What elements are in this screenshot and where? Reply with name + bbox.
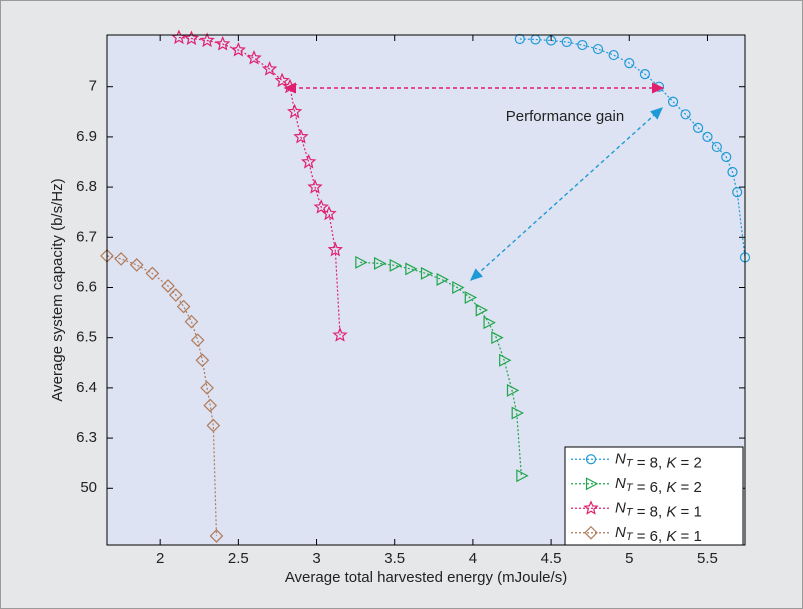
- marker: [246, 50, 262, 65]
- gain-arrow: [469, 107, 664, 281]
- marker: [287, 103, 303, 119]
- marker: [511, 406, 524, 420]
- marker: [313, 199, 329, 214]
- legend-label: NT = 8, K = 2: [615, 450, 702, 471]
- marker: [190, 333, 205, 348]
- x-tick-label: 4: [469, 550, 477, 567]
- marker: [452, 280, 465, 294]
- x-tick-label: 2.5: [228, 550, 249, 567]
- marker: [592, 43, 604, 55]
- y-tick-label: 50: [80, 479, 97, 496]
- marker: [327, 241, 344, 257]
- marker: [206, 418, 221, 433]
- marker: [195, 353, 210, 368]
- marker: [332, 327, 348, 342]
- marker: [405, 262, 418, 276]
- x-tick-label: 5.5: [697, 550, 718, 567]
- marker: [301, 153, 317, 169]
- marker: [293, 128, 309, 144]
- marker: [475, 303, 489, 317]
- marker: [608, 49, 619, 61]
- marker: [214, 35, 231, 51]
- marker: [373, 256, 387, 270]
- marker: [183, 30, 200, 46]
- marker: [176, 299, 191, 314]
- marker: [624, 58, 635, 69]
- legend-label: NT = 6, K = 1: [615, 524, 702, 545]
- marker: [464, 291, 478, 305]
- y-tick-label: 6.7: [76, 228, 97, 245]
- marker: [499, 353, 512, 367]
- marker: [639, 69, 651, 80]
- x-tick-label: 2: [156, 550, 164, 567]
- x-tick-label: 3.5: [384, 550, 405, 567]
- legend-label: NT = 6, K = 2: [615, 475, 702, 496]
- y-tick-label: 7: [89, 78, 97, 95]
- marker: [307, 179, 323, 194]
- marker: [114, 252, 128, 266]
- marker: [702, 131, 713, 142]
- marker: [168, 288, 183, 302]
- legend-label: NT = 8, K = 1: [615, 499, 702, 520]
- marker: [436, 272, 449, 286]
- marker: [506, 383, 520, 397]
- marker: [491, 331, 504, 345]
- marker: [230, 42, 246, 57]
- marker: [680, 109, 691, 120]
- y-axis-label: Average system capacity (b/s/Hz): [49, 178, 66, 401]
- y-tick-label: 6.5: [76, 329, 97, 346]
- x-tick-label: 4.5: [541, 550, 562, 567]
- marker: [516, 469, 529, 483]
- legend-marker: [583, 500, 599, 515]
- marker: [389, 258, 403, 272]
- series-line: [519, 38, 746, 258]
- marker: [199, 32, 215, 48]
- marker: [355, 255, 368, 269]
- marker: [721, 151, 732, 163]
- legend-marker: [585, 477, 599, 491]
- marker: [321, 205, 337, 221]
- marker: [561, 36, 572, 48]
- marker: [667, 96, 679, 107]
- y-tick-label: 6.3: [76, 429, 97, 446]
- marker: [711, 141, 722, 153]
- y-tick-label: 6.4: [76, 379, 97, 396]
- marker: [129, 258, 144, 272]
- marker: [203, 398, 218, 413]
- marker: [184, 314, 199, 329]
- marker: [161, 279, 175, 293]
- legend-marker: [584, 525, 598, 540]
- x-tick-label: 5: [625, 550, 633, 567]
- marker: [692, 122, 704, 133]
- marker: [261, 61, 278, 76]
- marker: [145, 266, 160, 281]
- legend-marker: [585, 454, 597, 465]
- marker: [420, 266, 434, 280]
- y-tick-label: 6.9: [76, 128, 97, 145]
- marker: [577, 39, 588, 51]
- marker: [732, 187, 743, 198]
- annotation: Performance gain: [506, 108, 624, 125]
- x-axis-label: Average total harvested energy (mJoule/s…: [285, 569, 567, 586]
- marker: [483, 316, 496, 330]
- plot-frame: [106, 34, 746, 546]
- x-tick-label: 3: [312, 550, 320, 567]
- y-tick-label: 6.8: [76, 178, 97, 195]
- marker: [200, 381, 214, 395]
- y-tick-label: 6.6: [76, 278, 97, 295]
- marker: [727, 166, 738, 178]
- marker: [274, 72, 290, 88]
- legend-box: [564, 446, 744, 546]
- series-line: [360, 261, 522, 476]
- marker: [209, 529, 224, 543]
